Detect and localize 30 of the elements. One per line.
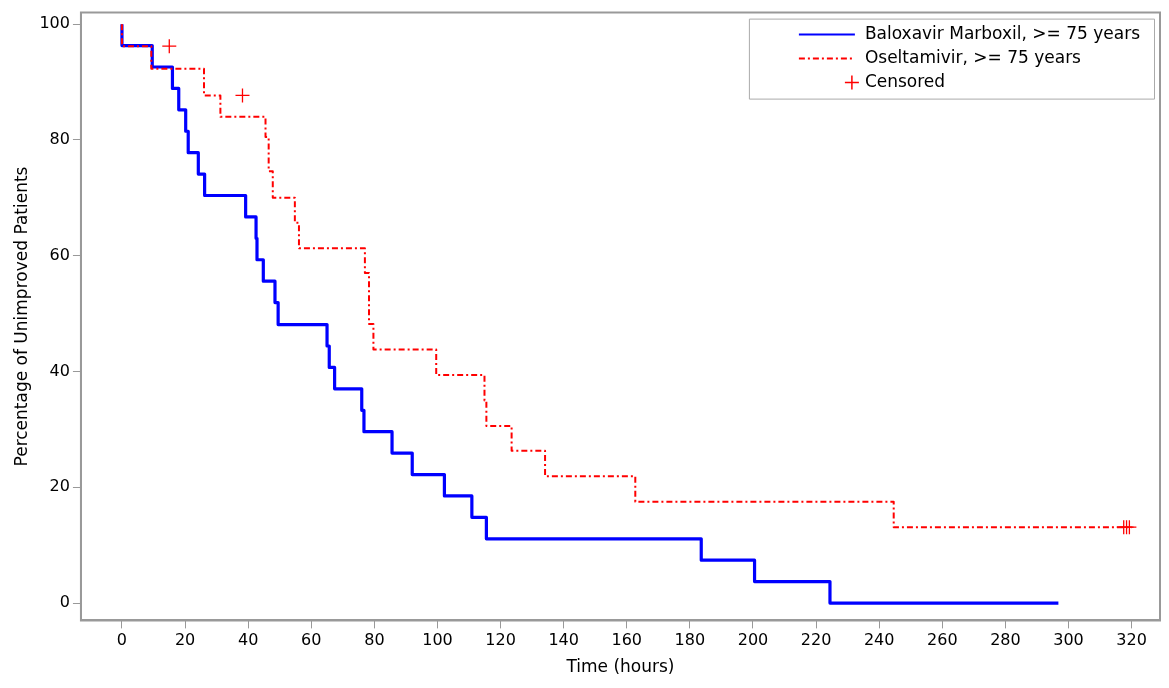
x-tick-label: 40 bbox=[237, 630, 259, 650]
x-tick-label: 80 bbox=[364, 630, 385, 650]
point bbox=[234, 87, 251, 104]
x-tick-label: 20 bbox=[174, 630, 196, 650]
y-tick-label: 40 bbox=[49, 360, 70, 380]
y-tick-label: 60 bbox=[49, 244, 70, 264]
x-tick-label: 220 bbox=[800, 630, 832, 650]
x-tick-label: 0 bbox=[116, 630, 128, 650]
x-tick-label: 300 bbox=[1053, 630, 1084, 650]
y-tick-label: 0 bbox=[59, 592, 70, 612]
x-tick-label: 260 bbox=[927, 630, 958, 650]
x-tick-label: 120 bbox=[485, 630, 516, 650]
x-tick-label: 60 bbox=[301, 630, 322, 650]
x-tick-label: 140 bbox=[548, 630, 579, 650]
x-tick-label: 200 bbox=[737, 630, 769, 650]
point bbox=[161, 38, 177, 54]
legend-label: Censored bbox=[864, 71, 946, 92]
x-tick-label: 100 bbox=[422, 630, 453, 650]
x-tick-label: 280 bbox=[990, 630, 1021, 650]
x-axis-title: Time (hours) bbox=[565, 656, 675, 677]
x-tick-label: 160 bbox=[611, 630, 643, 650]
x-tick-label: 240 bbox=[863, 630, 895, 650]
x-tick-label: 320 bbox=[1116, 630, 1147, 650]
y-tick-label: 80 bbox=[49, 129, 70, 149]
y-tick-label: 100 bbox=[39, 13, 70, 33]
legend-label: Baloxavir Marboxil, >= 75 years bbox=[864, 23, 1141, 44]
x-tick-label: 180 bbox=[674, 630, 706, 650]
y-tick-label: 20 bbox=[49, 476, 70, 496]
y-axis-title: Percentage of Unimproved Patients bbox=[10, 166, 31, 467]
legend-label: Oseltamivir, >= 75 years bbox=[864, 47, 1082, 68]
